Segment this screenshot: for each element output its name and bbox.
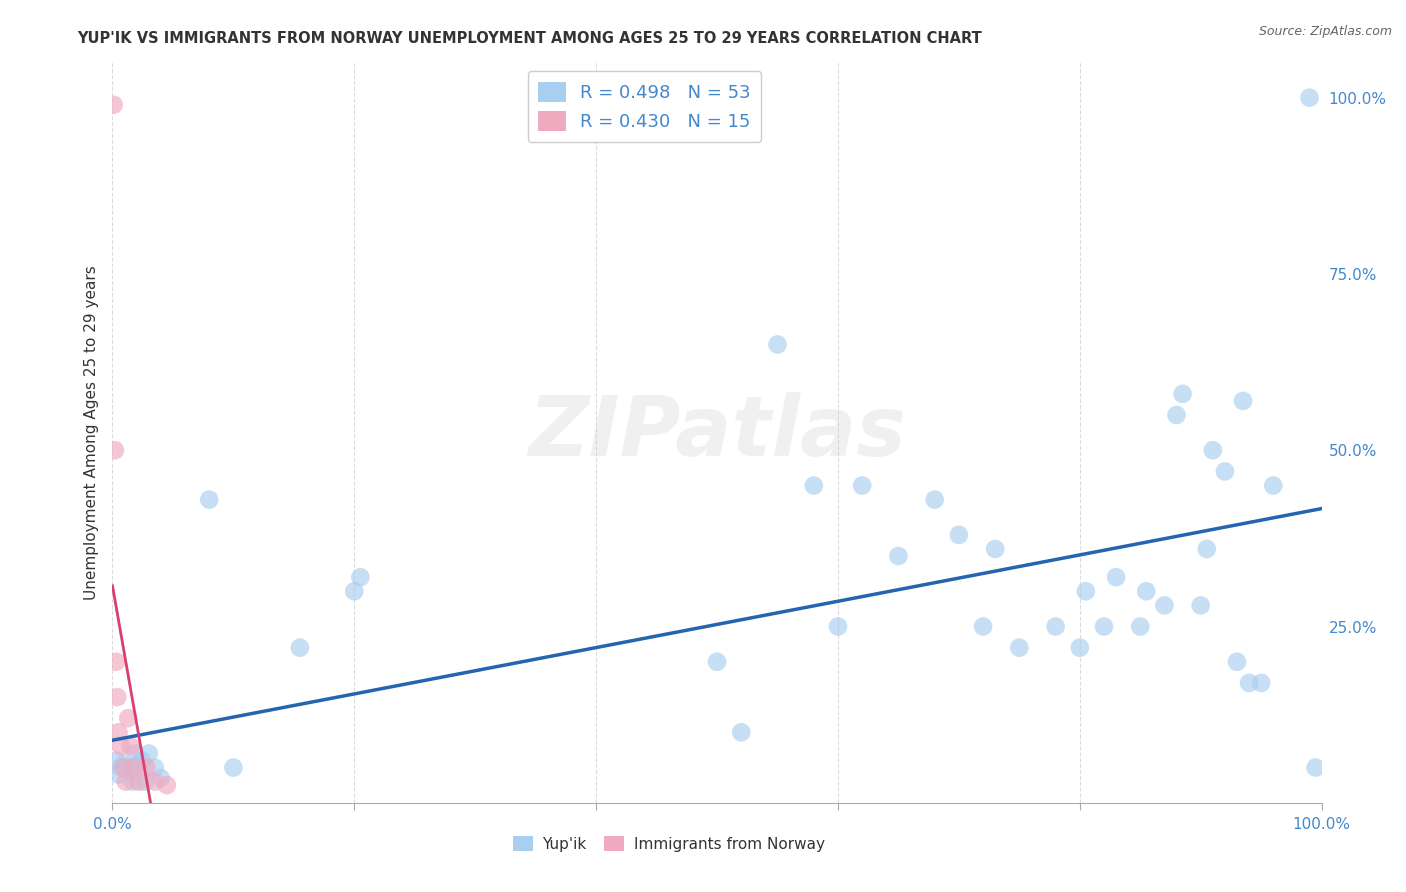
Point xyxy=(1213,464,1236,478)
Point xyxy=(984,541,1007,556)
Point xyxy=(138,747,160,761)
Point xyxy=(851,478,873,492)
Point xyxy=(110,760,132,774)
Point xyxy=(134,774,156,789)
Point xyxy=(766,337,789,351)
Point xyxy=(117,764,139,778)
Point xyxy=(1074,584,1097,599)
Point xyxy=(117,711,139,725)
Point xyxy=(1153,599,1175,613)
Point xyxy=(105,754,128,768)
Point xyxy=(198,492,221,507)
Point xyxy=(1105,570,1128,584)
Point xyxy=(131,754,153,768)
Point xyxy=(104,443,127,458)
Text: Source: ZipAtlas.com: Source: ZipAtlas.com xyxy=(1258,25,1392,38)
Point xyxy=(1189,599,1212,613)
Point xyxy=(887,549,910,563)
Point xyxy=(803,478,825,492)
Point xyxy=(349,570,371,584)
Point xyxy=(128,774,150,789)
Point xyxy=(706,655,728,669)
Point xyxy=(120,760,142,774)
Point xyxy=(1171,387,1194,401)
Point xyxy=(107,725,129,739)
Point xyxy=(107,767,129,781)
Point xyxy=(120,739,142,754)
Point xyxy=(1092,619,1115,633)
Point xyxy=(114,774,136,789)
Point xyxy=(1195,541,1218,556)
Point xyxy=(1298,91,1320,105)
Point xyxy=(105,655,128,669)
Point xyxy=(972,619,994,633)
Legend: Yup'ik, Immigrants from Norway: Yup'ik, Immigrants from Norway xyxy=(506,830,831,858)
Point xyxy=(143,760,166,774)
Point xyxy=(112,757,135,772)
Point xyxy=(948,528,970,542)
Point xyxy=(149,771,172,785)
Point xyxy=(924,492,946,507)
Point xyxy=(1237,676,1260,690)
Point xyxy=(127,757,149,772)
Point xyxy=(135,760,157,774)
Point xyxy=(105,690,128,704)
Point xyxy=(112,760,135,774)
Point xyxy=(1135,584,1157,599)
Point xyxy=(124,747,146,761)
Point xyxy=(1263,478,1285,492)
Point xyxy=(103,97,125,112)
Point xyxy=(122,760,145,774)
Point xyxy=(1305,760,1327,774)
Point xyxy=(143,774,166,789)
Point xyxy=(1226,655,1249,669)
Text: YUP'IK VS IMMIGRANTS FROM NORWAY UNEMPLOYMENT AMONG AGES 25 TO 29 YEARS CORRELAT: YUP'IK VS IMMIGRANTS FROM NORWAY UNEMPLO… xyxy=(77,31,981,46)
Text: ZIPatlas: ZIPatlas xyxy=(529,392,905,473)
Y-axis label: Unemployment Among Ages 25 to 29 years: Unemployment Among Ages 25 to 29 years xyxy=(83,265,98,600)
Point xyxy=(222,760,245,774)
Point xyxy=(114,760,136,774)
Point xyxy=(1166,408,1188,422)
Point xyxy=(156,778,179,792)
Point xyxy=(1250,676,1272,690)
Point xyxy=(827,619,849,633)
Point xyxy=(1202,443,1225,458)
Point xyxy=(1232,393,1254,408)
Point xyxy=(122,774,145,789)
Point xyxy=(1008,640,1031,655)
Point xyxy=(343,584,366,599)
Point xyxy=(288,640,311,655)
Point xyxy=(1129,619,1152,633)
Point xyxy=(1069,640,1091,655)
Point xyxy=(110,739,132,754)
Point xyxy=(1045,619,1067,633)
Point xyxy=(730,725,752,739)
